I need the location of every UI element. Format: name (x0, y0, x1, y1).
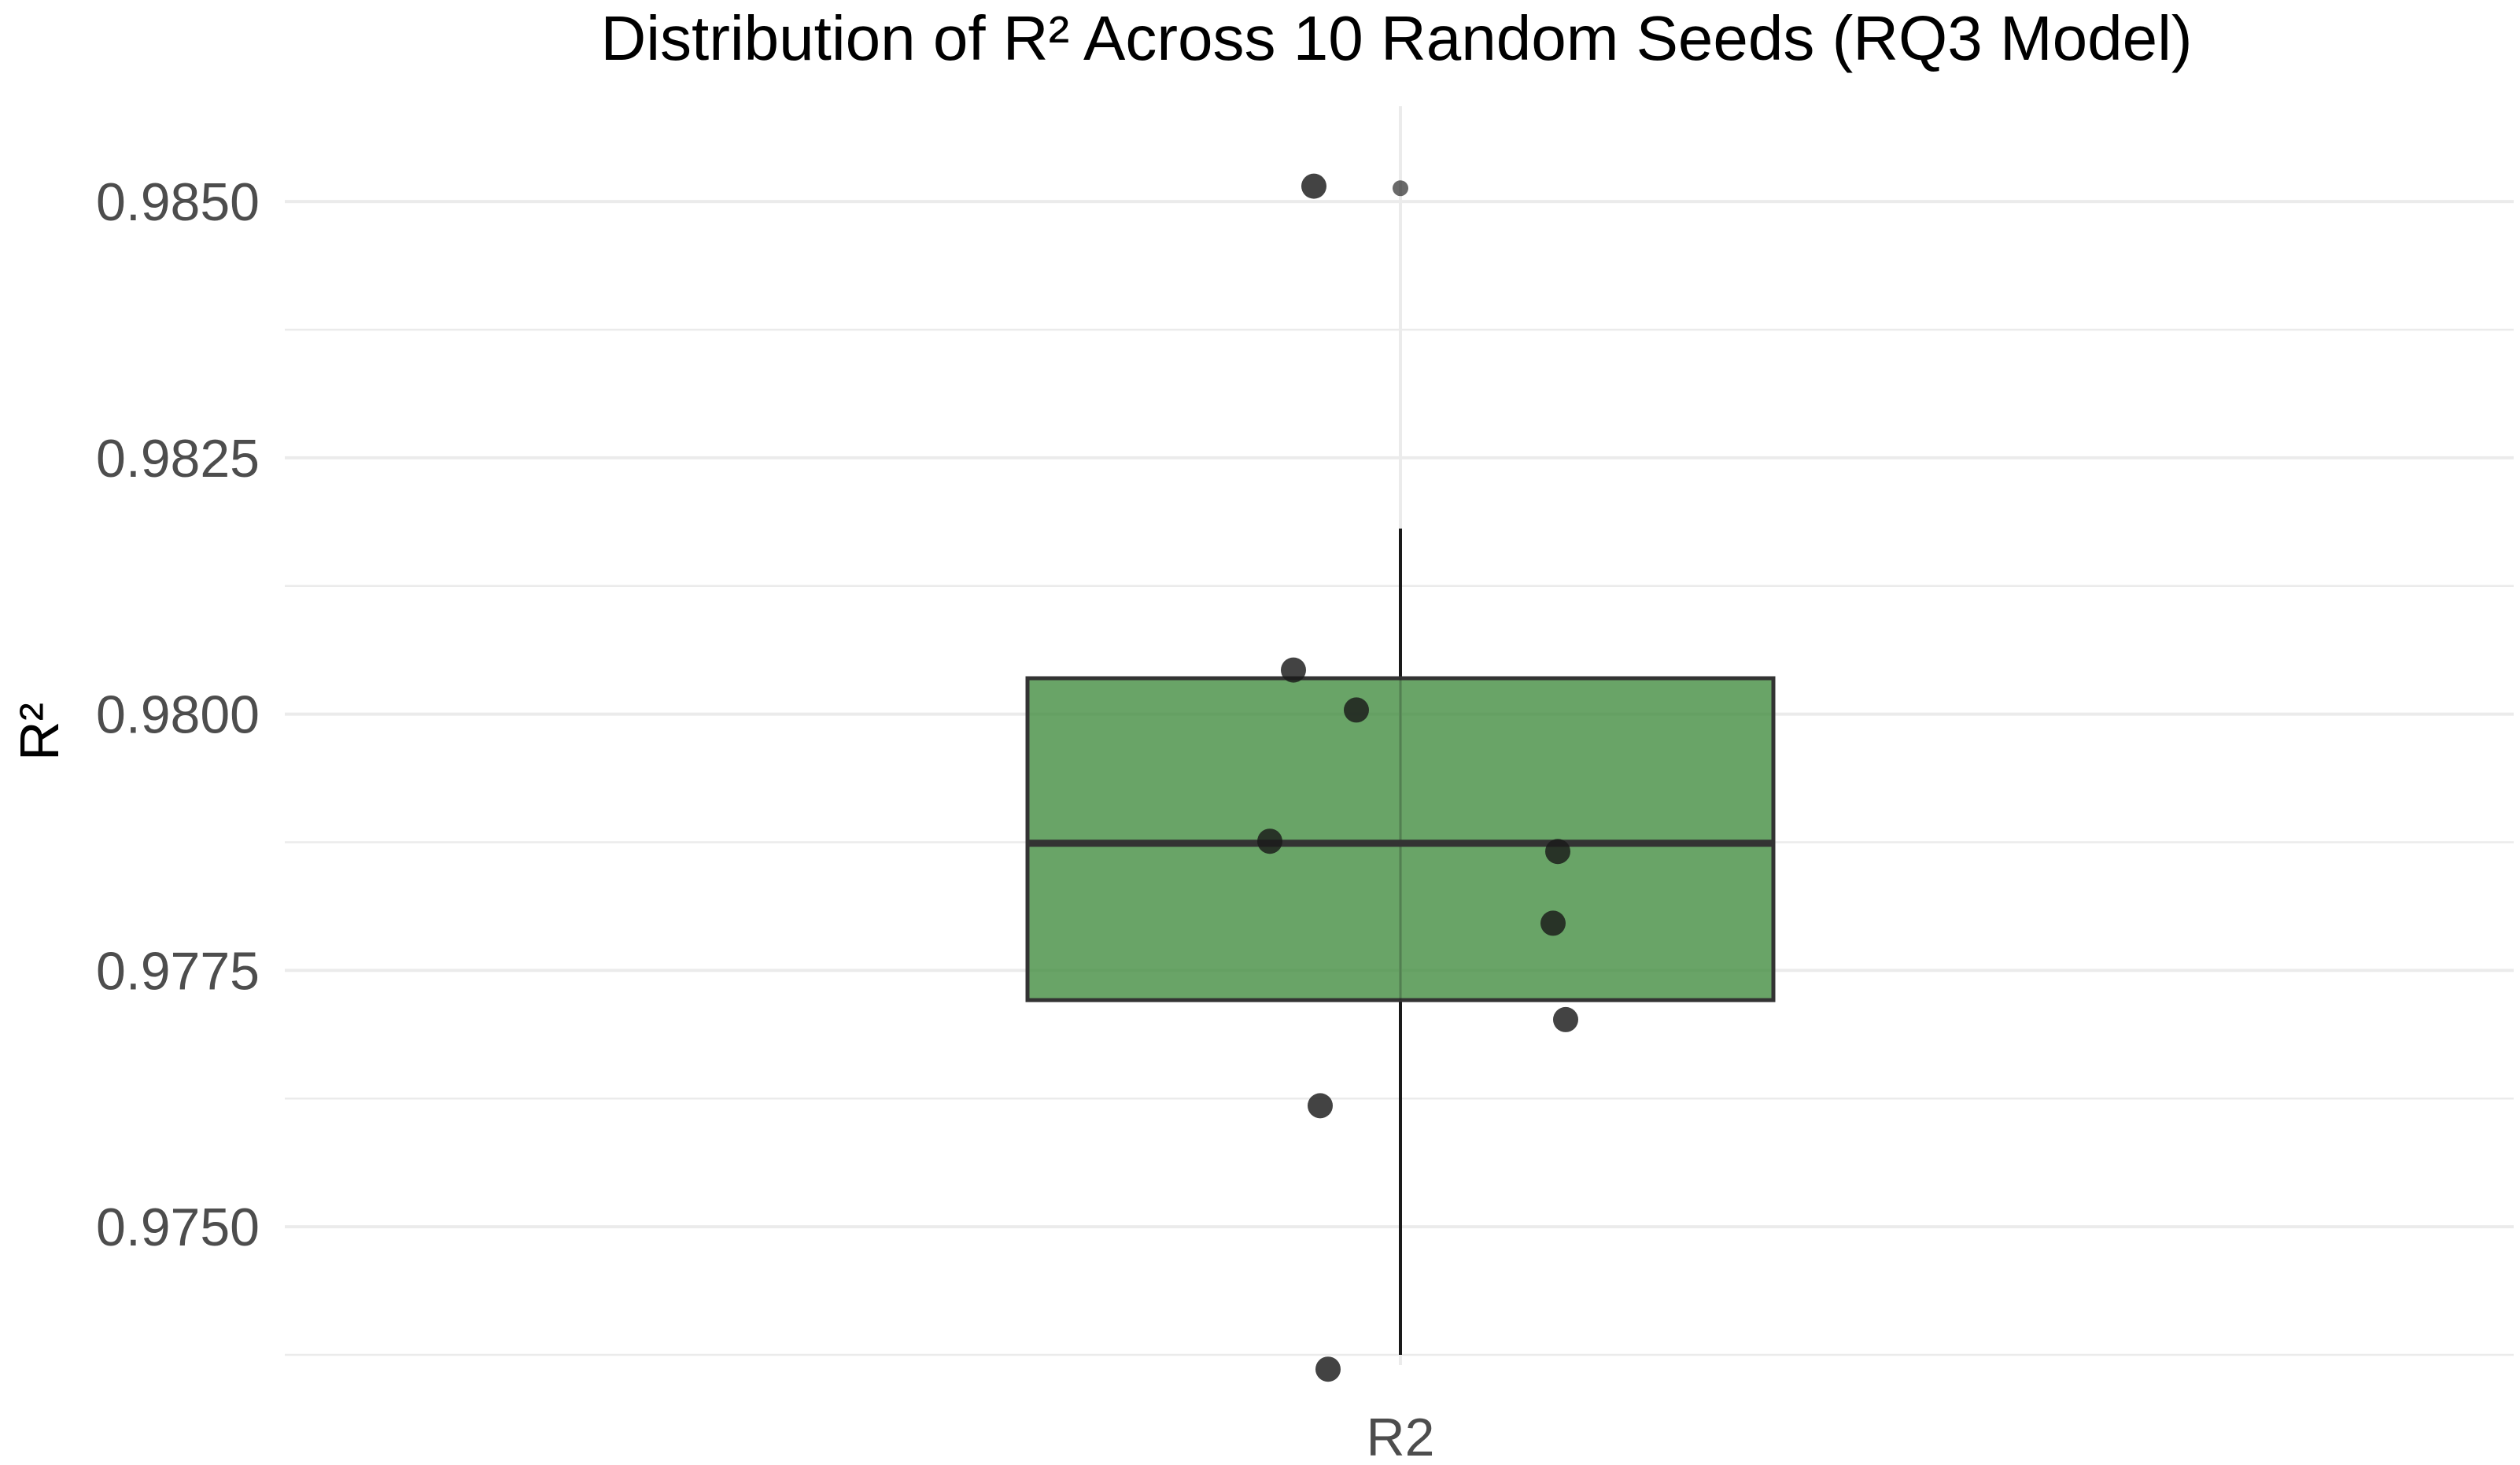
interquartile-box (1025, 676, 1776, 1002)
boxplot (1025, 180, 1776, 1355)
y-tick-label: 0.9825 (96, 429, 260, 489)
chart-title: Distribution of R² Across 10 Random Seed… (600, 3, 2192, 73)
data-point (1344, 697, 1369, 723)
y-tick-label: 0.9750 (96, 1197, 260, 1257)
x-tick-label: R2 (1367, 1408, 1435, 1465)
data-point (1540, 910, 1566, 936)
data-point (1553, 1006, 1578, 1032)
data-point (1257, 828, 1282, 854)
data-point (1315, 1356, 1341, 1382)
y-tick-label: 0.9775 (96, 941, 260, 1001)
data-point (1301, 173, 1326, 199)
y-tick-label: 0.9800 (96, 685, 260, 745)
y-tick-label: 0.9850 (96, 172, 260, 232)
data-point (1545, 839, 1570, 865)
data-point (1281, 657, 1306, 683)
y-axis-title: R² (9, 703, 70, 761)
jitter-points (1257, 173, 1578, 1382)
outlier-point (1393, 180, 1408, 197)
axes: 0.9750 0.9775 0.9800 0.9825 0.9850 R2 (96, 172, 1434, 1465)
data-point (1308, 1093, 1333, 1119)
